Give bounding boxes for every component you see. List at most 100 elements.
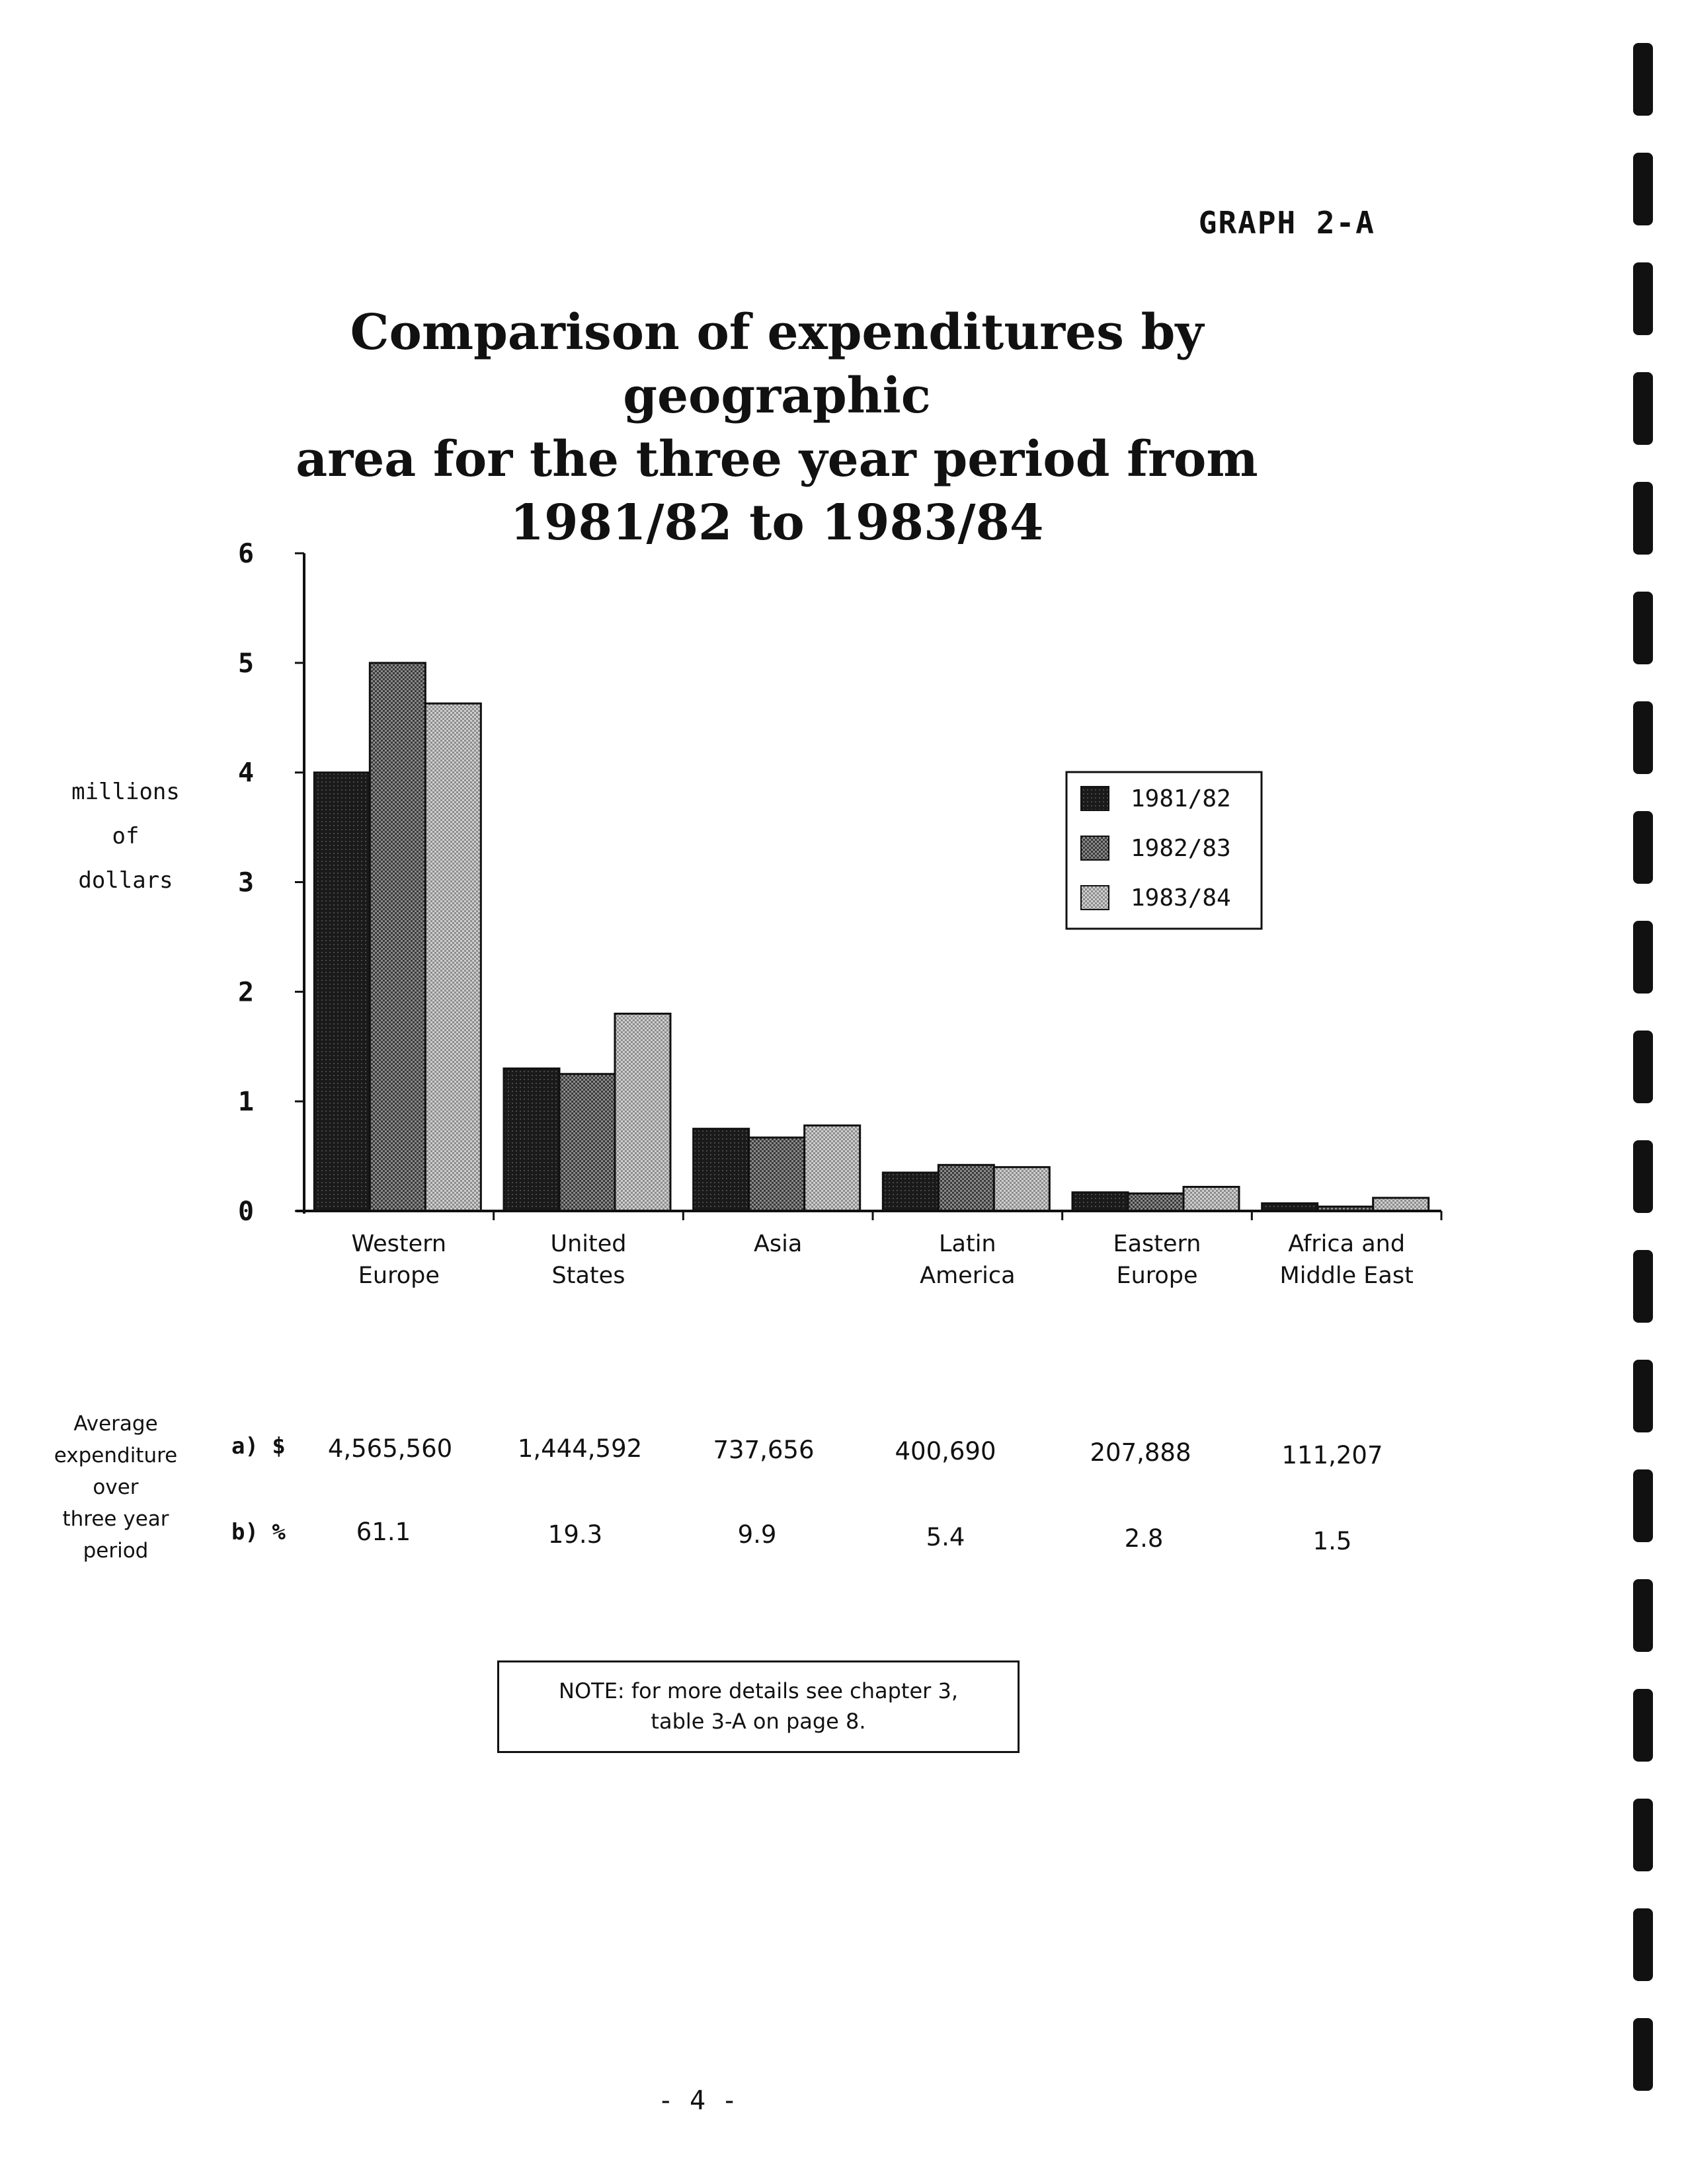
binding-hole xyxy=(1633,1689,1653,1762)
x-category-label-line: United xyxy=(551,1231,627,1257)
bar-1982-83-3 xyxy=(937,1163,995,1212)
row-a-cell-western-europe: 4,565,560 xyxy=(327,1434,453,1463)
x-category-label-line: America xyxy=(920,1263,1015,1289)
row-a-cell-africa-middle-east: 111,207 xyxy=(1281,1441,1383,1469)
row-label-line-2: expenditure xyxy=(54,1444,178,1467)
bars-group xyxy=(313,662,1430,1212)
binding-hole xyxy=(1633,701,1653,774)
binding-hole xyxy=(1633,1140,1653,1213)
y-ticks-group: 0 1 2 3 4 5 6 xyxy=(238,539,304,1227)
binding-hole xyxy=(1633,1031,1653,1103)
bar-1982-83-1 xyxy=(558,1073,616,1212)
y-tick-label: 4 xyxy=(238,758,254,789)
binding-hole xyxy=(1633,1799,1653,1871)
binding-hole xyxy=(1633,2018,1653,2091)
row-label-line-5: period xyxy=(83,1539,149,1563)
row-b-cell-africa-middle-east: 1.5 xyxy=(1312,1527,1352,1555)
bar-1981-82-4 xyxy=(1071,1191,1129,1212)
binding-hole xyxy=(1633,811,1653,884)
bar-1981-82-0 xyxy=(313,771,371,1212)
x-category-label: United States xyxy=(551,1231,627,1289)
row-b-cell-eastern-europe: 2.8 xyxy=(1124,1524,1164,1553)
legend-label: 1983/84 xyxy=(1131,884,1231,912)
y-tick-label: 3 xyxy=(238,868,254,898)
bar-1983-84-3 xyxy=(992,1166,1051,1212)
x-category-label: Asia xyxy=(754,1231,802,1257)
legend-swatch xyxy=(1080,836,1109,861)
row-b-marker: b) % xyxy=(231,1519,286,1545)
graph-label: GRAPH 2-A xyxy=(1198,205,1375,241)
y-tick-label: 6 xyxy=(238,539,254,569)
bar-1983-84-2 xyxy=(803,1124,862,1212)
row-b-cell-latin-america: 5.4 xyxy=(926,1523,965,1551)
row-b-cell-united-states: 19.3 xyxy=(547,1520,603,1549)
binding-hole xyxy=(1633,153,1653,225)
binding-hole xyxy=(1633,592,1653,664)
binding-hole xyxy=(1633,1250,1653,1323)
x-category-label: Western Europe xyxy=(352,1231,447,1289)
y-tick-label: 0 xyxy=(238,1196,254,1227)
x-category-label-line: Europe xyxy=(358,1263,440,1289)
row-a-marker: a) $ xyxy=(231,1433,286,1460)
y-tick-label: 1 xyxy=(238,1087,254,1117)
note-line-1: NOTE: for more details see chapter 3, xyxy=(559,1678,958,1703)
y-axis-label-line-3: dollars xyxy=(78,867,173,894)
row-label-line-4: three year xyxy=(62,1507,169,1531)
row-label-line-3: over xyxy=(93,1475,139,1499)
binding-hole xyxy=(1633,1360,1653,1432)
binding-hole xyxy=(1633,1908,1653,1981)
x-category-label-line: Asia xyxy=(754,1231,802,1257)
binding-hole xyxy=(1633,1469,1653,1542)
x-category-label: Latin America xyxy=(920,1231,1015,1289)
x-category-label-line: Africa and xyxy=(1288,1231,1405,1257)
row-a-cell-united-states: 1,444,592 xyxy=(517,1434,643,1463)
row-label-line-1: Average xyxy=(73,1412,158,1436)
row-b-cell-asia: 9.9 xyxy=(737,1520,777,1549)
x-category-label: Eastern Europe xyxy=(1113,1231,1201,1289)
legend-label: 1982/83 xyxy=(1131,835,1231,862)
chart-title-line-2: area for the three year period from xyxy=(296,431,1258,488)
table-row-label: Average expenditure over three year peri… xyxy=(26,1408,205,1567)
bar-1982-83-4 xyxy=(1127,1192,1185,1212)
bar-1981-82-2 xyxy=(692,1128,750,1212)
page-number: - 4 - xyxy=(657,2086,738,2116)
x-category-label: Africa and Middle East xyxy=(1280,1231,1414,1289)
x-category-label-line: Eastern xyxy=(1113,1231,1201,1257)
y-tick-label: 5 xyxy=(238,648,254,679)
row-a-cell-asia: 737,656 xyxy=(713,1436,815,1464)
binding-hole xyxy=(1633,43,1653,116)
x-category-label-line: Europe xyxy=(1116,1263,1197,1289)
bar-1983-84-4 xyxy=(1182,1186,1240,1212)
y-axis-label-line-1: millions xyxy=(71,779,180,805)
chart-title-line-3: 1981/82 to 1983/84 xyxy=(510,494,1044,551)
bar-chart: 0 1 2 3 4 5 6 Western Europe United States Asia Lat… xyxy=(238,539,1443,1289)
y-axis-label-line-2: of xyxy=(112,823,140,849)
row-b-cell-western-europe: 61.1 xyxy=(356,1518,411,1546)
y-axis-label: millions of dollars xyxy=(60,770,192,903)
binding-hole xyxy=(1633,262,1653,335)
x-category-label-line: Western xyxy=(352,1231,447,1257)
bar-1982-83-0 xyxy=(368,662,426,1212)
x-category-label-line: Middle East xyxy=(1280,1263,1414,1289)
binding-hole xyxy=(1633,1579,1653,1652)
bar-1981-82-3 xyxy=(881,1171,940,1212)
binding-hole xyxy=(1633,372,1653,445)
x-category-label-line: States xyxy=(552,1263,625,1289)
legend: 1981/82 1982/83 1983/84 xyxy=(1065,771,1263,930)
legend-swatch xyxy=(1080,786,1109,811)
row-a-cell-eastern-europe: 207,888 xyxy=(1090,1438,1191,1467)
y-tick-label: 2 xyxy=(238,977,254,1007)
legend-label: 1981/82 xyxy=(1131,785,1231,812)
chart-title-line-1: Comparison of expenditures by geographic xyxy=(350,304,1204,424)
x-category-label-line: Latin xyxy=(939,1231,996,1257)
binding-hole xyxy=(1633,921,1653,994)
chart-title: Comparison of expenditures by geographic… xyxy=(198,301,1355,555)
bar-1982-83-2 xyxy=(748,1136,806,1212)
bar-1983-84-0 xyxy=(424,702,482,1212)
bar-1981-82-1 xyxy=(502,1067,561,1212)
legend-swatch xyxy=(1080,885,1109,910)
bar-1983-84-1 xyxy=(614,1013,672,1212)
x-categories-group: Western Europe United States Asia Latin Americ… xyxy=(352,1211,1443,1289)
binding-hole xyxy=(1633,482,1653,555)
note-line-2: table 3-A on page 8. xyxy=(651,1709,866,1734)
